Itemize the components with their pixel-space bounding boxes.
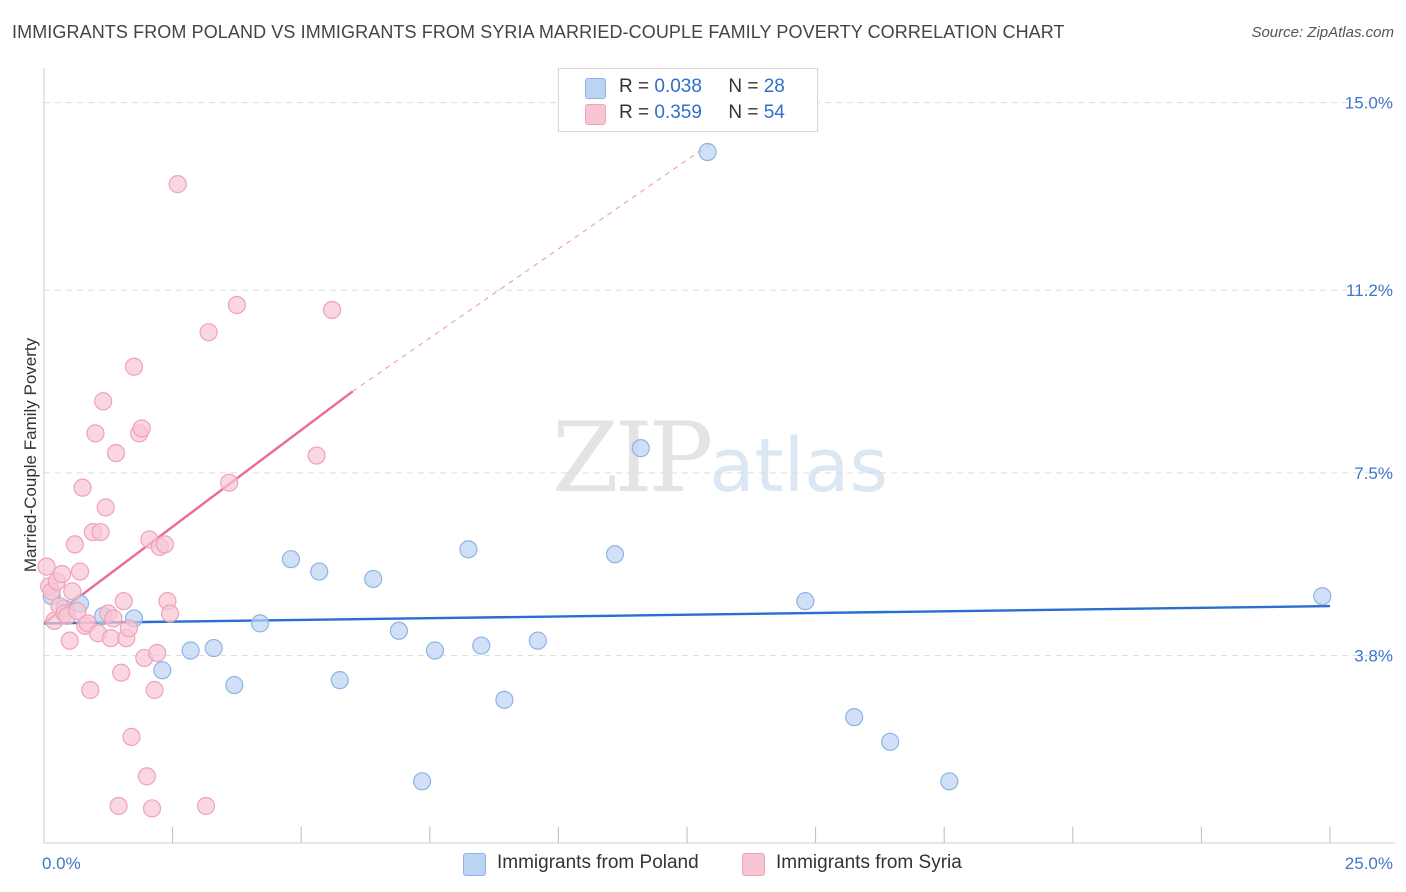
x-tick-label: 25.0% [1345,854,1393,873]
syria-point [148,643,167,663]
watermark-zip: ZIP [552,402,713,514]
chart-title: IMMIGRANTS FROM POLAND VS IMMIGRANTS FRO… [12,22,1065,42]
syria-point [65,535,84,554]
trend-lines [43,141,1331,625]
syria-point [104,609,123,628]
syria-point [124,357,144,376]
poland-point [204,638,223,658]
poland-point [389,621,409,640]
poland-swatch [585,78,606,99]
syria-point [68,601,87,621]
syria-n-value: 54 [763,102,785,123]
y-tick-label: 15.0% [1345,94,1393,113]
poland-n-value: 28 [763,76,785,97]
poland-point [698,142,717,162]
poland-point [631,439,650,458]
syria-point [106,443,126,463]
legend-poland-text: R = 0.038 N = 28 [619,76,785,98]
syria-point [112,663,131,682]
poland-point [1313,587,1332,606]
bottom-poland-label: Immigrants from Poland [497,852,699,873]
poland-point [310,562,329,581]
source-credit: Source: ZipAtlas.com [1251,24,1394,41]
poland-point [225,675,244,695]
x-tick-label: 0.0% [42,854,81,873]
poland-point [459,540,478,559]
bottom-syria-swatch [742,853,765,876]
syria-point [119,619,138,638]
syria-point [114,592,133,611]
syria-point [52,564,72,584]
data-points [37,142,1332,818]
syria-point [160,604,180,623]
poland-point [412,772,432,791]
syria-point [137,767,156,786]
grid-lines [44,102,1395,656]
syria-point [142,799,162,818]
y-tick-label: 7.5% [1354,464,1393,483]
poland-point [281,550,301,569]
syria-point [132,419,151,438]
syria-trend-extension [352,141,714,392]
bottom-poland-swatch [463,853,486,876]
poland-point [330,671,349,690]
watermark-atlas: atlas [709,423,889,509]
syria-r-value: 0.359 [654,102,702,123]
poland-point [181,641,200,660]
syria-point [227,295,246,315]
poland-point [364,569,383,589]
axes [43,68,1395,844]
syria-point [196,796,216,816]
syria-point [60,631,79,650]
poland-point [881,732,900,751]
poland-point [528,631,547,650]
poland-point [845,708,864,727]
poland-r-value: 0.038 [654,76,702,97]
syria-point [220,473,239,492]
syria-point [91,522,110,542]
syria-point [322,300,342,320]
syria-point [199,323,218,342]
poland-point [605,545,625,564]
poland-point [940,772,959,791]
syria-point [155,535,174,554]
poland-point [495,690,514,709]
tick-labels: 3.8% 7.5% 11.2% 15.0% 0.0% 25.0% [42,94,1393,873]
poland-trend-line [43,604,1331,625]
syria-point [70,562,90,581]
y-axis-label: Married-Couple Family Poverty [21,337,40,572]
y-tick-label: 11.2% [1346,281,1393,300]
correlation-legend: R = 0.038 N = 28 R = 0.359 N = 54 [558,68,818,132]
poland-point [153,661,172,680]
legend-syria-text: R = 0.359 N = 54 [619,102,785,124]
syria-point [81,680,100,700]
syria-point [101,629,120,648]
bottom-syria-label: Immigrants from Syria [776,852,962,873]
poland-r-label: R = [619,76,650,97]
zipatlas-watermark: ZIPatlas [552,402,888,514]
poland-point [472,636,491,655]
y-tick-label: 3.8% [1354,646,1393,665]
syria-point [96,498,115,517]
syria-point [63,582,82,601]
syria-point [168,175,187,194]
syria-point [307,446,326,465]
syria-n-label: N = [728,102,759,123]
poland-point [425,641,445,660]
syria-trend-line [43,390,354,625]
syria-point [122,727,141,746]
poland-n-label: N = [728,76,759,97]
syria-point [94,392,113,411]
poland-point [796,592,815,611]
syria-point [86,424,105,443]
syria-point [145,680,164,700]
syria-swatch [585,104,606,125]
syria-point [37,557,56,576]
syria-point [109,796,128,816]
syria-point [73,478,92,497]
poland-point [250,614,270,633]
syria-r-label: R = [619,102,650,123]
